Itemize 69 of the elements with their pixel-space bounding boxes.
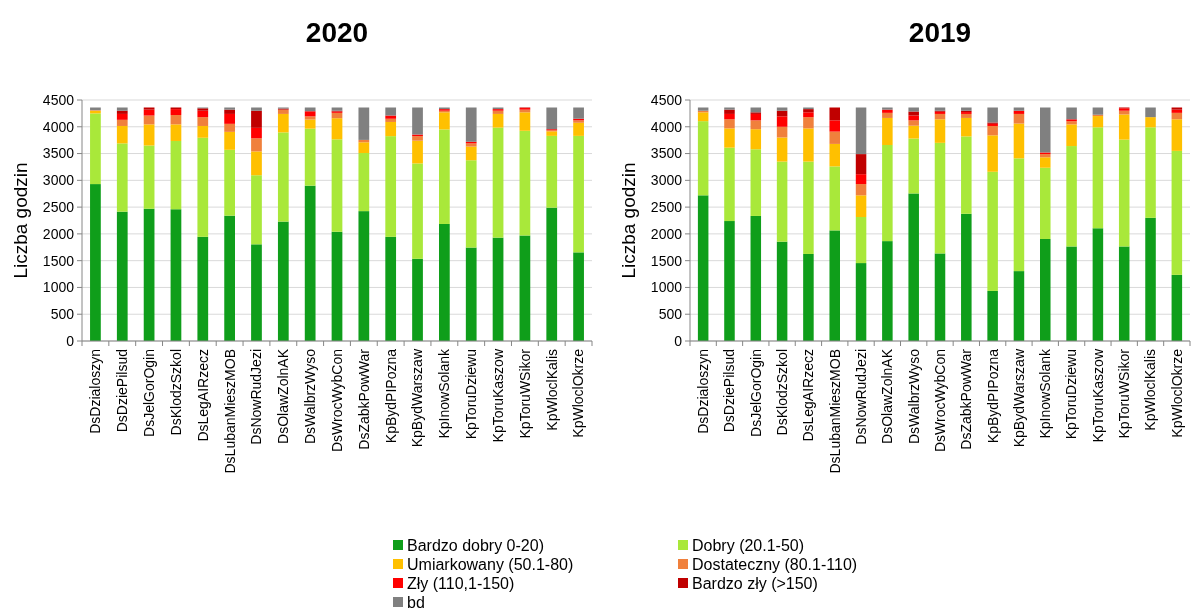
y-tick-label: 2000 — [650, 225, 683, 242]
x-tick-label: KpWloclKalis — [543, 349, 560, 431]
x-tick-label: KpToruWSikor — [1116, 348, 1133, 439]
y-tick-label: 4500 — [42, 91, 75, 108]
x-tick-label: KpToruKaszow — [1089, 348, 1106, 443]
x-tick-label: DsZabkPowWar — [958, 348, 975, 450]
legend-label: Zły (110,1-150) — [407, 574, 515, 592]
x-tick-label: KpWloclKalis — [1142, 349, 1159, 431]
legend-label: Bardzo dobry 0-20) — [407, 536, 544, 554]
x-tick-label: DsLubanMieszMOB — [826, 349, 843, 474]
legend-label: Bardzo zły (>150) — [692, 574, 818, 592]
x-tick-label: DsDzialoszyn — [695, 349, 712, 434]
x-tick-label: DsOlawZolnAK — [879, 348, 896, 444]
y-tick-label: 3000 — [650, 172, 683, 189]
x-tick-label: DsWalbrzWyso — [302, 348, 319, 445]
y-tick-label: 3500 — [650, 145, 683, 162]
legend-label: Dobry (20.1-50) — [692, 536, 805, 554]
y-tick-label: 4000 — [42, 118, 75, 135]
x-tick-label: KpToruDziewu — [463, 349, 480, 440]
x-tick-label: DsJelGorOgin — [747, 349, 764, 437]
x-tick-label: DsDziePilsud — [721, 349, 738, 433]
x-tick-label: KpBydWarszaw — [1010, 348, 1027, 448]
x-tick-label: KpWloclOkrze — [1168, 348, 1185, 438]
x-tick-label: KpToruDziewu — [1063, 349, 1080, 440]
y-tick-label: 2000 — [42, 225, 75, 242]
y-tick-label: 0 — [674, 332, 683, 349]
x-tick-label: DsKlodzSzkol — [774, 349, 791, 436]
x-tick-label: KpToruKaszow — [489, 348, 506, 443]
x-tick-label: DsLegAIRzecz — [800, 349, 817, 442]
y-tick-label: 2500 — [42, 199, 75, 216]
x-tick-label: DsOlawZolnAK — [275, 348, 292, 444]
y-tick-label: 3000 — [42, 172, 75, 189]
x-tick-label: DsNowRudJezi — [852, 349, 869, 445]
x-tick-label: DsWalbrzWyso — [905, 348, 922, 445]
x-tick-label: DsWrocWybCon — [328, 349, 345, 453]
y-tick-label: 500 — [50, 306, 75, 323]
y-tick-label: 2500 — [650, 199, 683, 216]
x-tick-label: KpInowSolank — [1037, 348, 1054, 439]
y-tick-label: 500 — [658, 306, 683, 323]
y-tick-label: 3500 — [42, 145, 75, 162]
x-tick-label: DsKlodzSzkol — [167, 349, 184, 436]
legend-label: bd — [407, 593, 425, 611]
y-axis-title: Liczba godzin — [10, 162, 31, 279]
chart-title: 2019 — [908, 17, 972, 48]
x-tick-label: KpBydPIPozna — [382, 348, 399, 444]
x-tick-label: KpWloclOkrze — [570, 348, 587, 438]
y-tick-label: 1500 — [42, 252, 75, 269]
y-tick-label: 1000 — [42, 279, 75, 296]
x-tick-label: KpInowSolank — [436, 348, 453, 439]
legend-label: Umiarkowany (50.1-80) — [407, 555, 574, 573]
y-tick-label: 1000 — [650, 279, 683, 296]
x-tick-label: DsJelGorOgin — [141, 349, 158, 437]
x-tick-label: KpToruWSikor — [516, 348, 533, 439]
x-tick-label: DsWrocWybCon — [931, 349, 948, 453]
y-tick-label: 0 — [66, 332, 75, 349]
x-tick-label: KpBydPIPozna — [984, 348, 1001, 444]
chart-title: 2020 — [305, 17, 369, 48]
y-tick-label: 4000 — [650, 118, 683, 135]
x-tick-label: DsDzialoszyn — [87, 349, 104, 434]
x-tick-label: DsLubanMieszMOB — [221, 349, 238, 474]
x-tick-label: KpBydWarszaw — [409, 348, 426, 448]
x-tick-label: DsZabkPowWar — [355, 348, 372, 450]
x-tick-label: DsNowRudJezi — [248, 349, 265, 445]
x-tick-label: DsLegAIRzecz — [194, 349, 211, 442]
x-tick-label: DsDziePilsud — [114, 349, 131, 433]
y-tick-label: 4500 — [650, 91, 683, 108]
y-axis-title: Liczba godzin — [618, 162, 639, 279]
legend-label: Dostateczny (80.1-110) — [692, 555, 858, 573]
y-tick-label: 1500 — [650, 252, 683, 269]
